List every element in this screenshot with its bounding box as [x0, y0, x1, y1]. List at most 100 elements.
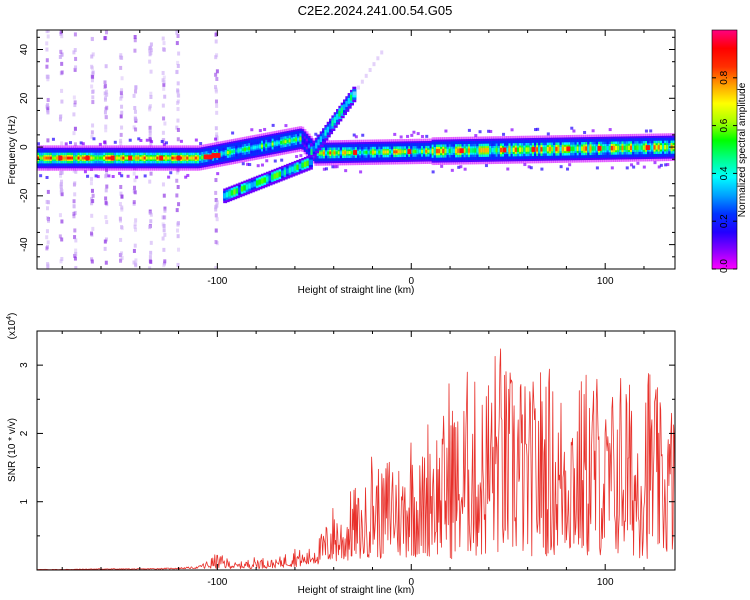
heat-cell — [574, 146, 578, 151]
noise-cell — [119, 138, 123, 143]
heat-cell — [226, 151, 230, 155]
noise-cell — [214, 55, 218, 60]
heat-speckle — [566, 167, 570, 171]
noise-cell — [104, 200, 108, 205]
hot-spot — [110, 155, 115, 161]
noise-cell — [162, 228, 166, 233]
branch-speckle — [380, 50, 384, 55]
heat-speckle — [632, 165, 636, 169]
noise-cell — [132, 125, 136, 130]
noise-cell — [175, 41, 179, 46]
noise-cell — [72, 214, 76, 219]
noise-cell — [90, 213, 94, 218]
heat-cell — [39, 156, 42, 160]
heat-cell — [94, 156, 98, 160]
noise-cell — [175, 70, 179, 75]
noise-cell — [60, 192, 64, 197]
heat-speckle — [150, 140, 154, 144]
noise-cell — [104, 174, 108, 179]
heat-cell — [489, 148, 492, 153]
heat-cell — [79, 156, 83, 160]
heat-cell — [578, 146, 582, 151]
noise-cell — [73, 103, 77, 108]
noise-cell — [60, 99, 64, 104]
hot-spot — [128, 155, 133, 161]
heat-speckle — [502, 132, 506, 136]
noise-cell — [58, 213, 62, 218]
hot-spot — [597, 145, 602, 151]
noise-cell — [46, 216, 50, 221]
heat-cell — [275, 141, 279, 145]
heat-cell — [420, 149, 424, 153]
heat-cell — [484, 148, 488, 153]
noise-cell — [149, 45, 153, 50]
heat-cell — [220, 152, 224, 156]
noise-cell — [45, 103, 49, 108]
heat-cell — [512, 147, 516, 152]
noise-cell — [120, 76, 124, 81]
heat-cell — [634, 145, 638, 150]
noise-cell — [215, 110, 219, 115]
heat-cell — [470, 148, 473, 153]
heat-speckle — [630, 163, 634, 167]
heat-cell — [201, 155, 204, 159]
noise-cell — [59, 182, 63, 187]
heat-speckle — [523, 163, 527, 167]
noise-cell — [105, 105, 109, 110]
heat-cell — [418, 149, 422, 153]
heat-speckle — [568, 163, 572, 167]
noise-cell — [72, 50, 76, 55]
heat-cell — [47, 156, 51, 160]
heat-cell — [103, 156, 106, 160]
branch-cell — [271, 174, 276, 180]
noise-cell — [60, 61, 64, 66]
heat-cell — [570, 146, 574, 152]
noise-cell — [215, 135, 219, 140]
heat-cell — [589, 146, 593, 151]
heat-cell — [339, 151, 343, 155]
noise-cell — [148, 125, 152, 130]
noise-cell — [60, 179, 64, 184]
heat-cell — [100, 156, 104, 160]
noise-cell — [59, 184, 63, 189]
y-tick-label: 20 — [19, 92, 30, 104]
noise-cell — [214, 265, 218, 269]
noise-cell — [177, 247, 181, 252]
heat-speckle — [107, 174, 111, 178]
heat-cell — [68, 156, 72, 160]
noise-cell — [73, 210, 77, 215]
heat-cell — [632, 145, 635, 150]
noise-cell — [104, 215, 108, 220]
noise-cell — [45, 229, 49, 234]
branch-cell — [301, 162, 306, 168]
heat-speckle — [271, 123, 275, 127]
heat-cell — [258, 145, 262, 148]
heat-speckle — [595, 166, 599, 170]
heat-cell — [295, 138, 298, 142]
heat-cell — [395, 150, 399, 154]
noise-cell — [148, 104, 152, 109]
noise-cell — [45, 30, 49, 34]
noise-cell — [176, 137, 180, 142]
noise-cell — [45, 199, 49, 204]
noise-cell — [59, 184, 63, 189]
noise-cell — [161, 36, 165, 41]
heat-speckle — [659, 163, 663, 167]
heat-speckle — [94, 174, 98, 178]
noise-cell — [104, 237, 108, 242]
heat-speckle — [113, 140, 117, 144]
heat-cell — [56, 156, 59, 160]
noise-cell — [46, 265, 50, 269]
noise-cell — [105, 184, 109, 189]
heat-cell — [369, 150, 373, 154]
branch-speckle — [353, 91, 357, 96]
heat-speckle — [644, 129, 648, 133]
heat-cell — [542, 147, 546, 152]
branch-cell — [260, 178, 265, 184]
noise-cell — [215, 217, 219, 222]
noise-cell — [90, 257, 94, 262]
hot-spot — [176, 155, 181, 161]
heat-cell — [122, 156, 126, 160]
noise-cell — [161, 215, 165, 220]
heat-cell — [612, 145, 616, 151]
